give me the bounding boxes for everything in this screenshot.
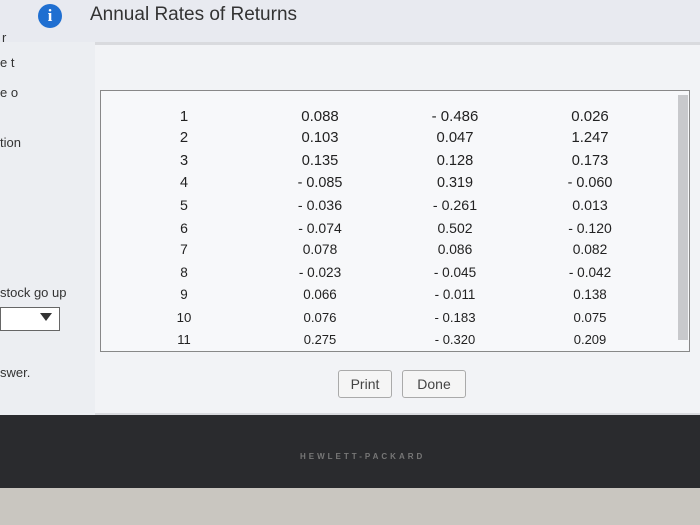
return-cell: 0.319 [436, 175, 474, 192]
return-cell: 0.502 [437, 220, 473, 236]
return-cell: - 0.045 [433, 264, 477, 280]
year-cell: 10 [176, 309, 192, 325]
year-cell: 3 [179, 152, 189, 169]
year-cell: 7 [180, 242, 188, 258]
year-cell: 9 [180, 287, 188, 303]
background-text: tion [0, 135, 21, 150]
background-text: stock go up [0, 285, 67, 300]
background-text: e t [0, 55, 15, 70]
screen: i Annual Rates of Returns r e t e o tion sto… [0, 0, 700, 415]
return-cell: 1.247 [571, 130, 609, 147]
button[interactable]: Done [402, 370, 466, 398]
return-cell: 0.138 [573, 287, 607, 303]
return-cell: 0.075 [573, 309, 607, 325]
info-icon: i [38, 4, 62, 28]
return-cell: - 0.023 [298, 264, 342, 280]
return-cell: 0.209 [573, 332, 607, 347]
return-cell: - 0.036 [297, 197, 343, 214]
return-cell: - 0.074 [298, 220, 342, 236]
return-cell: 0.082 [572, 242, 608, 258]
return-cell: 0.275 [303, 332, 337, 347]
return-cell: 0.086 [437, 242, 473, 258]
return-cell: 0.078 [302, 242, 338, 258]
title-bar [0, 0, 700, 42]
return-cell: 0.135 [301, 152, 339, 169]
return-cell: - 0.120 [568, 220, 612, 236]
background-text: r [2, 30, 7, 45]
return-cell: 0.066 [303, 287, 337, 303]
return-cell: 0.173 [571, 152, 609, 169]
return-cell: 0.047 [436, 130, 474, 147]
return-cell: - 0.085 [297, 175, 343, 192]
return-cell: 0.088 [301, 108, 339, 125]
return-cell: - 0.060 [567, 175, 613, 192]
year-cell: 1 [179, 108, 189, 125]
year-cell: 6 [180, 220, 188, 236]
return-cell: - 0.486 [431, 108, 479, 125]
return-cell: - 0.261 [432, 197, 478, 214]
background-text: swer. [0, 365, 31, 380]
return-cell: - 0.183 [434, 309, 476, 325]
return-cell: 0.076 [303, 309, 337, 325]
year-cell: 5 [180, 197, 188, 214]
brand: HEWLETT-PACKARD [300, 452, 426, 461]
page-background [0, 40, 95, 415]
year-cell: 8 [180, 264, 188, 280]
background-text: e o [0, 85, 19, 100]
dialog-title: Annual Rates of Returns [90, 4, 298, 25]
return-cell: 0.103 [301, 130, 339, 147]
year-cell: 2 [179, 130, 189, 147]
laptop-base [0, 488, 700, 525]
return-cell: - 0.042 [568, 264, 612, 280]
table [100, 90, 690, 352]
return-cell: - 0.011 [434, 287, 476, 303]
year-cell: 4 [179, 175, 189, 192]
return-cell: 0.013 [572, 197, 608, 214]
return-cell: 0.026 [571, 108, 609, 125]
return-cell: - 0.320 [434, 332, 476, 347]
return-cell: 0.128 [436, 152, 474, 169]
dropdown-arrow [40, 313, 52, 321]
button[interactable]: Print [338, 370, 392, 398]
year-cell: 11 [177, 332, 191, 347]
scrollbar[interactable] [678, 95, 688, 340]
